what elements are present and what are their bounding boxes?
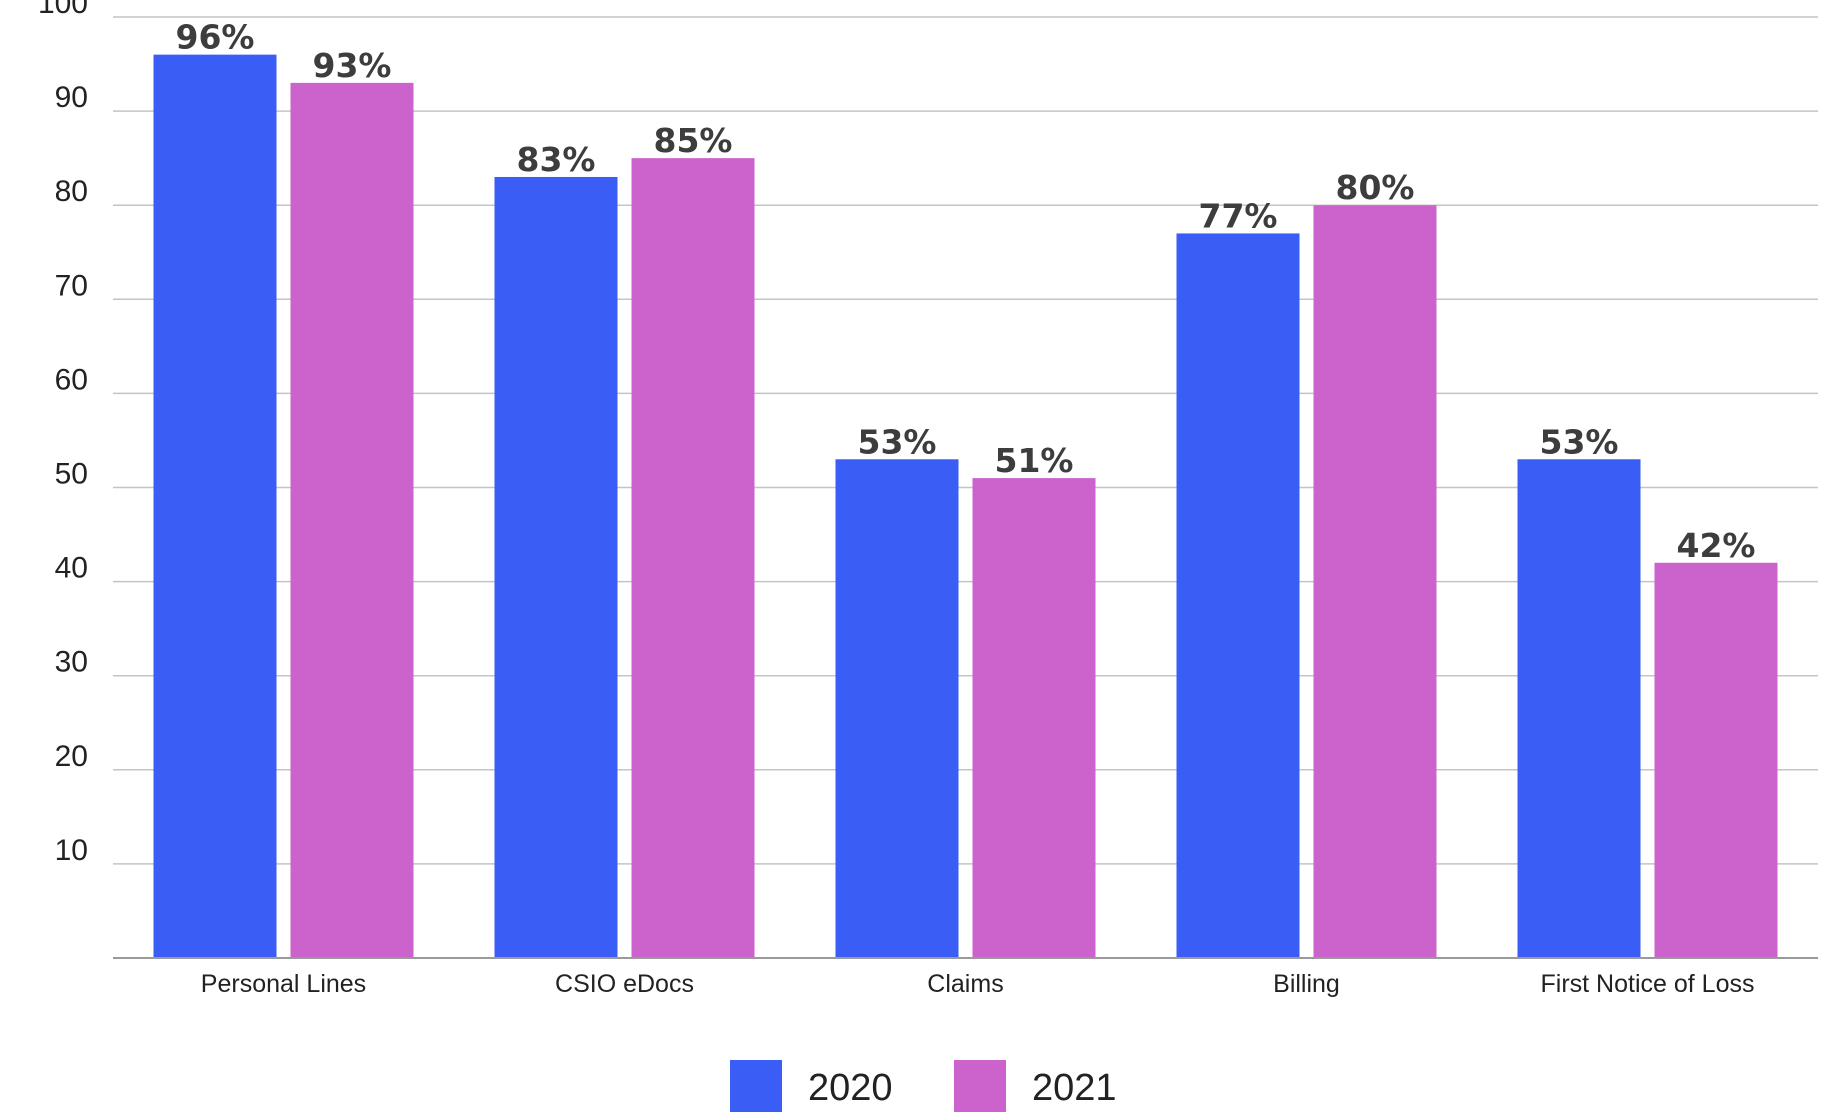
data-labels: 96% 93% 83% 85% 53% 51% 77% 80% 53% 42%: [176, 18, 1756, 565]
bar-2021-3: [1313, 205, 1437, 958]
y-tick-label: 60: [55, 363, 88, 396]
bar-2020-2: [835, 459, 959, 958]
data-label: 80%: [1336, 168, 1415, 207]
bar-2021-1: [631, 158, 755, 958]
data-label: 85%: [654, 121, 733, 160]
y-tick-label: 20: [55, 740, 88, 773]
data-label: 42%: [1677, 526, 1756, 565]
bar-2020-1: [494, 176, 618, 959]
data-label: 96%: [176, 18, 255, 57]
data-label: 83%: [517, 140, 596, 179]
x-category-label: CSIO eDocs: [555, 970, 694, 998]
x-category-label: First Notice of Loss: [1541, 970, 1755, 998]
bar-2021-0: [290, 82, 414, 959]
y-tick-label: 100: [38, 0, 88, 20]
bars: [153, 54, 1778, 959]
y-tick-label: 80: [55, 175, 88, 208]
legend: 2020 2021: [730, 1060, 1117, 1112]
bar-2020-0: [153, 54, 277, 958]
y-tick-label: 10: [55, 834, 88, 867]
x-category-label: Claims: [927, 970, 1003, 998]
bar-2021-2: [972, 478, 1096, 958]
data-label: 51%: [995, 441, 1074, 480]
y-tick-label: 40: [55, 552, 88, 585]
x-category-label: Billing: [1273, 970, 1340, 998]
data-label: 77%: [1199, 196, 1278, 235]
data-label: 53%: [858, 422, 937, 461]
bar-2020-4: [1517, 459, 1641, 958]
x-axis-categories: Personal Lines CSIO eDocs Claims Billing Fir…: [201, 970, 1755, 998]
bar-2020-3: [1176, 233, 1300, 958]
y-tick-label: 90: [55, 81, 88, 114]
bar-2021-4: [1654, 562, 1778, 958]
legend-label: 2020: [808, 1067, 893, 1109]
x-category-label: Personal Lines: [201, 970, 366, 998]
data-label: 93%: [313, 46, 392, 85]
y-axis-ticks: 10 20 30 40 50 60 70 80 90 100: [38, 0, 88, 867]
legend-label: 2021: [1032, 1067, 1117, 1109]
legend-swatch-2021: [954, 1060, 1006, 1112]
data-label: 53%: [1540, 422, 1619, 461]
legend-swatch-2020: [730, 1060, 782, 1112]
y-tick-label: 70: [55, 269, 88, 302]
y-tick-label: 30: [55, 646, 88, 679]
y-tick-label: 50: [55, 458, 88, 491]
